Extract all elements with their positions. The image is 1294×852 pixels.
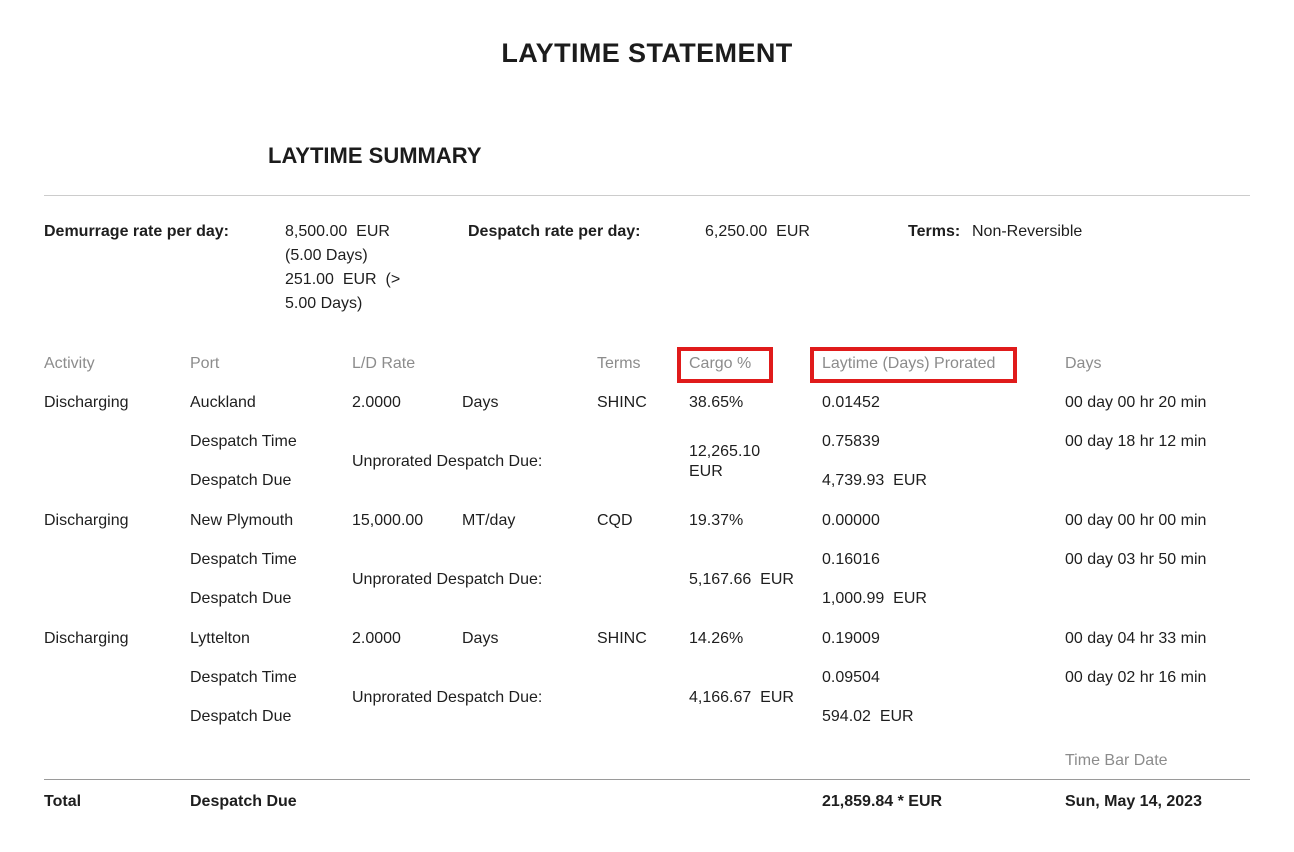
header-ld-rate: L/D Rate <box>352 355 416 372</box>
unprorated-despatch-due-label: Unprorated Despatch Due: <box>352 688 543 706</box>
despatch-rate-value: 6,250.00 EUR <box>705 223 810 240</box>
header-port: Port <box>190 355 220 372</box>
despatch-time-laytime-cell: 0.16016 <box>822 551 880 568</box>
total-label: Total <box>44 793 82 810</box>
despatch-due-value-cell: 594.02 EUR <box>822 708 914 725</box>
cargo-pct-cell: 19.37% <box>689 512 744 529</box>
laytime-cell: 0.00000 <box>822 512 880 529</box>
rates-summary: Demurrage rate per day: 8,500.00 EUR (5.… <box>44 220 1250 316</box>
port-group-new-plymouth: Discharging New Plymouth 15,000.00 MT/da… <box>44 501 1250 619</box>
despatch-time-days-cell: 00 day 18 hr 12 min <box>1065 433 1207 450</box>
header-cargo-pct-label: Cargo % <box>689 355 752 372</box>
terms-value: Non-Reversible <box>972 223 1083 240</box>
demurrage-rate-value: 8,500.00 EUR (5.00 Days) 251.00 EUR (> 5… <box>285 223 401 312</box>
header-cargo-pct: Cargo % <box>677 346 822 383</box>
days-cell: 00 day 04 hr 33 min <box>1065 630 1207 647</box>
despatch-time-label: Despatch Time <box>190 551 297 568</box>
port-group-lyttelton: Discharging Lyttelton 2.0000 Days SHINC … <box>44 619 1250 737</box>
header-days: Days <box>1065 355 1102 372</box>
total-type: Despatch Due <box>190 793 297 810</box>
despatch-due-label: Despatch Due <box>190 590 292 607</box>
total-date: Sun, May 14, 2023 <box>1065 793 1202 810</box>
ld-rate-cell: 15,000.00 <box>352 512 424 529</box>
days-cell: 00 day 00 hr 20 min <box>1065 394 1207 411</box>
despatch-time-days-cell: 00 day 02 hr 16 min <box>1065 669 1207 686</box>
laytime-prorated-highlight-box: Laytime (Days) Prorated <box>810 347 1018 383</box>
port-cell: New Plymouth <box>190 512 294 529</box>
unprorated-despatch-due-value: 5,167.66 EUR <box>689 570 794 588</box>
header-activity: Activity <box>44 355 95 372</box>
port-cell: Lyttelton <box>190 630 250 647</box>
divider-top <box>44 195 1250 196</box>
cargo-pct-cell: 38.65% <box>689 394 744 411</box>
total-row: Total Despatch Due 21,859.84 * EUR Sun, … <box>44 780 1250 826</box>
unprorated-despatch-due-value: 12,265.10 EUR <box>689 442 761 480</box>
port-cell: Auckland <box>190 394 256 411</box>
time-bar-date-row: Time Bar Date <box>44 737 1250 779</box>
divider-bottom <box>44 779 1250 780</box>
section-title: LAYTIME SUMMARY <box>268 143 482 168</box>
cargo-pct-cell: 14.26% <box>689 630 744 647</box>
time-bar-date-label: Time Bar Date <box>1065 752 1168 769</box>
despatch-time-laytime-cell: 0.09504 <box>822 669 880 686</box>
activity-cell: Discharging <box>44 394 129 411</box>
despatch-rate-label: Despatch rate per day: <box>468 223 641 240</box>
despatch-time-label: Despatch Time <box>190 433 297 450</box>
laytime-cell: 0.19009 <box>822 630 880 647</box>
header-laytime-prorated: Laytime (Days) Prorated <box>810 346 1065 383</box>
unprorated-despatch-due-label: Unprorated Despatch Due: <box>352 570 543 588</box>
terms-cell: CQD <box>597 512 633 529</box>
despatch-time-label: Despatch Time <box>190 669 297 686</box>
table-header-row: Activity Port L/D Rate Terms Cargo % Lay… <box>44 346 1250 383</box>
ld-unit-cell: Days <box>462 394 499 411</box>
despatch-time-laytime-cell: 0.75839 <box>822 433 880 450</box>
demurrage-rate-label: Demurrage rate per day: <box>44 223 229 240</box>
despatch-due-value-cell: 4,739.93 EUR <box>822 472 927 489</box>
header-terms: Terms <box>597 355 641 372</box>
laytime-cell: 0.01452 <box>822 394 880 411</box>
terms-cell: SHINC <box>597 394 647 411</box>
despatch-due-label: Despatch Due <box>190 472 292 489</box>
page-title: LAYTIME STATEMENT <box>501 38 793 68</box>
unprorated-despatch-due-label: Unprorated Despatch Due: <box>352 452 543 470</box>
activity-cell: Discharging <box>44 630 129 647</box>
despatch-due-label: Despatch Due <box>190 708 292 725</box>
days-cell: 00 day 00 hr 00 min <box>1065 512 1207 529</box>
total-value: 21,859.84 * EUR <box>822 793 943 810</box>
ld-rate-cell: 2.0000 <box>352 394 401 411</box>
ld-unit-cell: MT/day <box>462 512 516 529</box>
despatch-due-value-cell: 1,000.99 EUR <box>822 590 927 607</box>
ld-rate-cell: 2.0000 <box>352 630 401 647</box>
port-group-auckland: Discharging Auckland 2.0000 Days SHINC 3… <box>44 383 1250 501</box>
activity-cell: Discharging <box>44 512 129 529</box>
ld-unit-cell: Days <box>462 630 499 647</box>
cargo-pct-highlight-box: Cargo % <box>677 347 774 383</box>
terms-label: Terms: <box>908 223 961 240</box>
despatch-time-days-cell: 00 day 03 hr 50 min <box>1065 551 1207 568</box>
unprorated-despatch-due-value: 4,166.67 EUR <box>689 688 794 706</box>
header-laytime-prorated-label: Laytime (Days) Prorated <box>822 355 996 372</box>
terms-cell: SHINC <box>597 630 647 647</box>
